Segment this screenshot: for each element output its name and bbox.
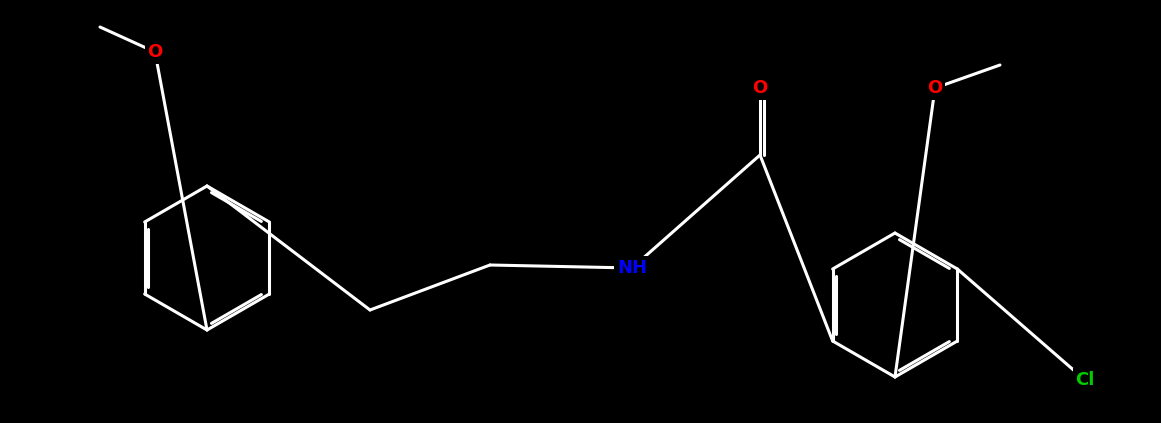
Text: O: O: [928, 79, 943, 97]
Text: O: O: [752, 79, 767, 97]
Text: O: O: [147, 43, 163, 61]
Text: Cl: Cl: [1075, 371, 1095, 389]
Text: NH: NH: [616, 259, 647, 277]
